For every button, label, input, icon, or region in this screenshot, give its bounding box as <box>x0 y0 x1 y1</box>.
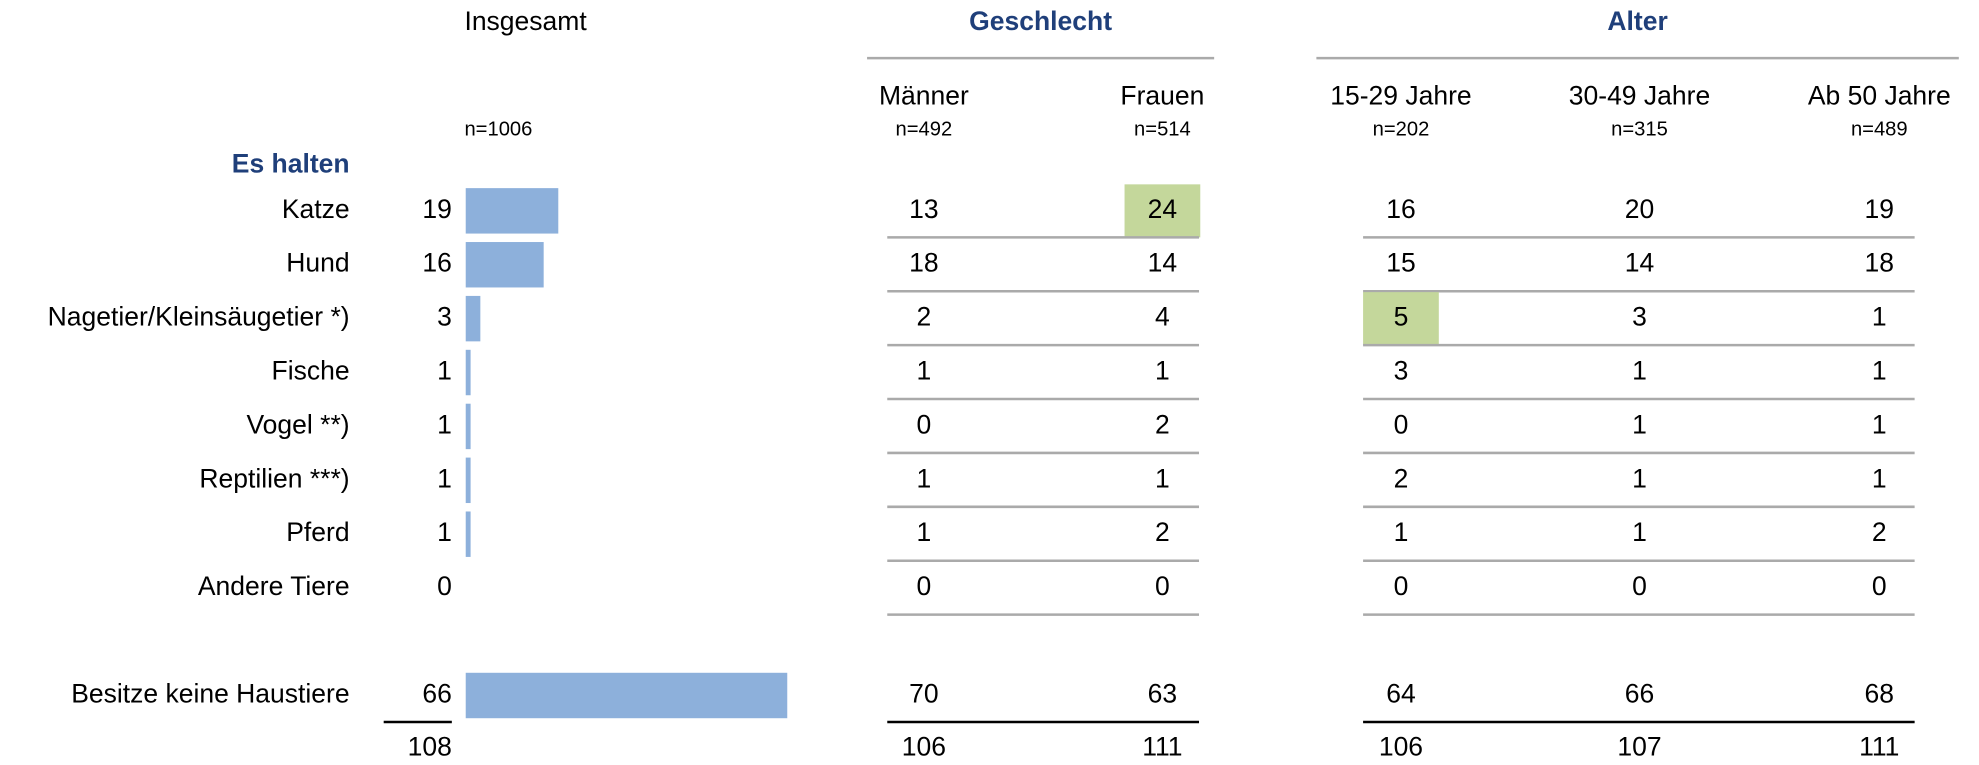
row-label: Fische <box>272 356 350 386</box>
column-n: n=202 <box>1373 118 1430 140</box>
group-title: Alter <box>1607 6 1667 36</box>
cell-value: 1 <box>1632 409 1647 439</box>
cell-value: 68 <box>1865 679 1894 709</box>
cell-value: 0 <box>916 571 931 601</box>
cell-value: 1 <box>1872 302 1887 332</box>
row-label: Reptilien ***) <box>199 463 349 493</box>
cell-value: 14 <box>1148 248 1177 278</box>
section-title: Es halten <box>232 148 350 178</box>
cell-value: 64 <box>1386 679 1415 709</box>
total-value: 0 <box>437 571 452 601</box>
cell-value: 106 <box>902 732 946 762</box>
total-value: 1 <box>437 356 452 386</box>
cell-value: 20 <box>1625 194 1654 224</box>
cell-value: 2 <box>1394 463 1409 493</box>
cell-value: 4 <box>1155 302 1170 332</box>
cell-value: 111 <box>1859 732 1899 762</box>
cell-value: 0 <box>1632 571 1647 601</box>
cell-value: 2 <box>1872 517 1887 547</box>
cell-value: 63 <box>1148 679 1177 709</box>
bar <box>465 242 544 288</box>
group-title: Geschlecht <box>969 6 1112 36</box>
cell-value: 1 <box>1632 356 1647 386</box>
highlight-cell <box>1363 292 1439 346</box>
bar <box>465 457 471 504</box>
row-label: Vogel **) <box>246 409 349 439</box>
bar <box>465 349 471 396</box>
bar <box>465 511 471 557</box>
column-header: 30-49 Jahre <box>1569 80 1710 110</box>
column-n: n=492 <box>896 118 953 140</box>
cell-value: 2 <box>916 302 931 332</box>
cell-value: 1 <box>1394 517 1409 547</box>
column-n: n=514 <box>1134 118 1191 140</box>
cell-value: 0 <box>1394 571 1409 601</box>
cell-value: 18 <box>909 248 938 278</box>
cell-value: 1 <box>1872 463 1887 493</box>
row-label: Andere Tiere <box>198 571 350 601</box>
cell-value: 1 <box>1632 517 1647 547</box>
total-value: 19 <box>422 194 451 224</box>
cell-value: 1 <box>1155 356 1170 386</box>
bar <box>465 672 788 719</box>
row-label: Katze <box>282 194 350 224</box>
cell-value: 18 <box>1865 248 1894 278</box>
cell-value: 1 <box>1632 463 1647 493</box>
cell-value: 1 <box>916 463 931 493</box>
total-value: 1 <box>437 517 452 547</box>
row-label: Nagetier/Kleinsäugetier *) <box>48 302 350 332</box>
total-value: 108 <box>408 732 452 762</box>
cell-value: 1 <box>1155 463 1170 493</box>
cell-value: 0 <box>1155 571 1170 601</box>
column-header: 15-29 Jahre <box>1330 80 1471 110</box>
cell-value: 111 <box>1142 732 1182 762</box>
cell-value: 1 <box>916 517 931 547</box>
row-label: Besitze keine Haustiere <box>71 679 349 709</box>
total-n: n=1006 <box>464 118 532 140</box>
cell-value: 107 <box>1617 732 1661 762</box>
highlight-cell <box>1124 184 1201 238</box>
bar <box>465 295 481 342</box>
column-header: Ab 50 Jahre <box>1808 80 1951 110</box>
cell-value: 2 <box>1155 517 1170 547</box>
cell-value: 1 <box>1872 356 1887 386</box>
row-label: Pferd <box>286 517 349 547</box>
cell-value: 0 <box>1872 571 1887 601</box>
column-header: Männer <box>879 80 969 110</box>
cell-value: 14 <box>1625 248 1654 278</box>
total-value: 66 <box>422 679 451 709</box>
bar <box>465 403 471 450</box>
cell-value: 106 <box>1379 732 1423 762</box>
cell-value: 16 <box>1386 194 1415 224</box>
total-value: 3 <box>437 302 452 332</box>
total-header: Insgesamt <box>464 6 587 36</box>
cell-value: 1 <box>916 356 931 386</box>
cell-value: 3 <box>1632 302 1647 332</box>
cell-value: 5 <box>1394 302 1409 332</box>
total-value: 16 <box>422 248 451 278</box>
cell-value: 1 <box>1872 409 1887 439</box>
total-value: 1 <box>437 409 452 439</box>
cell-value: 3 <box>1394 356 1409 386</box>
cell-value: 24 <box>1148 194 1177 224</box>
cell-value: 13 <box>909 194 938 224</box>
column-header: Frauen <box>1120 80 1204 110</box>
column-n: n=489 <box>1851 118 1908 140</box>
cell-value: 15 <box>1386 248 1415 278</box>
total-value: 1 <box>437 463 452 493</box>
row-label: Hund <box>286 248 349 278</box>
cell-value: 66 <box>1625 679 1654 709</box>
cell-value: 70 <box>909 679 938 709</box>
column-n: n=315 <box>1611 118 1668 140</box>
cell-value: 0 <box>1394 409 1409 439</box>
cell-value: 2 <box>1155 409 1170 439</box>
cell-value: 19 <box>1865 194 1894 224</box>
bar <box>465 188 559 234</box>
cell-value: 0 <box>916 409 931 439</box>
